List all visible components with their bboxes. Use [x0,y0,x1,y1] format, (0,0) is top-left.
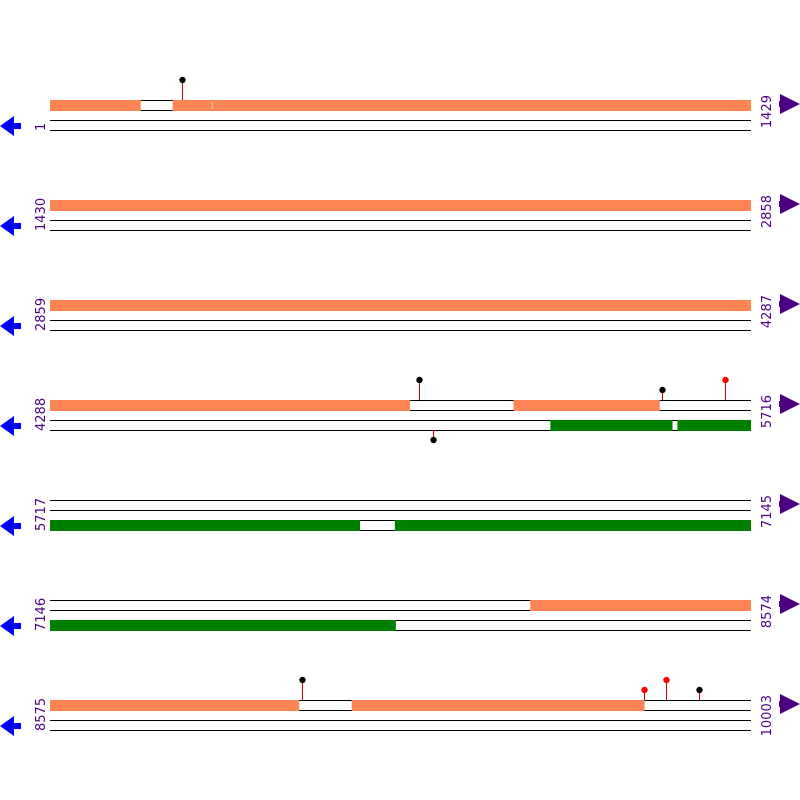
reverse-arrow-icon [0,116,14,136]
row-end-label: 5716 [760,395,775,428]
reverse-feature [50,520,361,531]
forward-feature [530,600,751,611]
site-marker [641,686,648,694]
reverse-arrow-shaft [10,123,21,129]
row-end-label: 10003 [760,695,775,736]
forward-arrow-shaft [779,501,787,507]
row-start-label: 4288 [34,398,49,431]
forward-feature [351,700,645,711]
reverse-arrow-shaft [10,523,21,529]
forward-arrow-shaft [779,601,787,607]
forward-feature [172,100,212,111]
row-start-label: 1 [34,123,49,131]
reverse-arrow-shaft [10,423,21,429]
row-start-label: 2859 [34,298,49,331]
forward-arrow-icon [780,94,800,114]
forward-feature [513,400,660,411]
reverse-feature [394,520,751,531]
site-marker [722,376,729,384]
forward-arrow-icon [780,694,800,714]
row-start-label: 8575 [34,698,49,731]
row-end-label: 4287 [760,295,775,328]
row-end-label: 2858 [760,195,775,228]
site-marker [663,676,670,684]
row-start-label: 1430 [34,198,49,231]
reverse-arrow-shaft [10,323,21,329]
forward-feature [50,700,300,711]
row-end-label: 8574 [760,595,775,628]
site-marker [659,386,666,394]
reverse-arrow-icon [0,216,14,236]
forward-arrow-icon [780,594,800,614]
row-start-label: 5717 [34,498,49,531]
reverse-arrow-icon [0,516,14,536]
reverse-feature [50,620,396,631]
site-marker [179,76,186,84]
forward-feature [50,300,751,311]
forward-arrow-icon [780,194,800,214]
forward-arrow-icon [780,394,800,414]
forward-arrow-shaft [779,701,787,707]
reverse-arrow-icon [0,316,14,336]
reverse-arrow-icon [0,716,14,736]
forward-feature [50,400,411,411]
forward-arrow-icon [780,294,800,314]
row-end-label: 7145 [760,495,775,528]
site-marker [696,686,703,694]
forward-feature [50,200,751,211]
site-marker [299,676,306,684]
reverse-feature [550,420,673,431]
forward-arrow-shaft [779,101,787,107]
forward-arrow-shaft [779,301,787,307]
reverse-arrow-shaft [10,623,21,629]
forward-arrow-shaft [779,201,787,207]
site-marker [416,376,423,384]
row-end-label: 1429 [760,95,775,128]
reverse-arrow-shaft [10,223,21,229]
forward-arrow-shaft [779,401,787,407]
forward-arrow-icon [780,494,800,514]
forward-feature [212,100,751,111]
reverse-arrow-icon [0,416,14,436]
forward-feature [50,100,141,111]
reverse-arrow-icon [0,616,14,636]
row-start-label: 7146 [34,598,49,631]
reverse-arrow-shaft [10,723,21,729]
reverse-feature [677,420,751,431]
site-marker [430,436,437,444]
